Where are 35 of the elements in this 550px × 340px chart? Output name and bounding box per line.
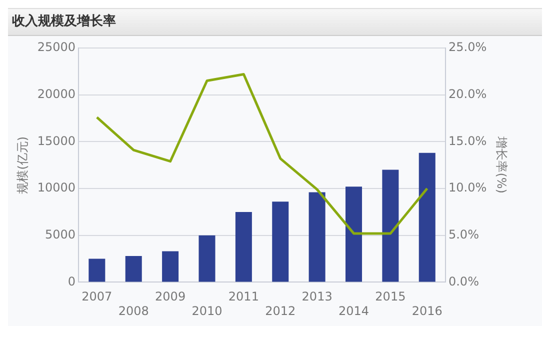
bar [198, 235, 216, 282]
x-tick-label: 2007 [82, 290, 112, 304]
bar [235, 212, 252, 282]
y2-tick-label: 5.0% [448, 227, 479, 242]
x-tick-label: 2015 [375, 290, 406, 304]
y-tick-label: 25000 [37, 40, 76, 54]
x-tick-label: 2009 [155, 290, 186, 304]
x-tick-label: 2010 [192, 304, 222, 318]
x-tick-label: 2013 [302, 290, 332, 304]
y-tick-label: 10000 [37, 180, 76, 195]
bar [162, 251, 179, 282]
x-tick-label: 2016 [412, 304, 442, 318]
y2-tick-label: 25.0% [448, 40, 487, 54]
x-tick-label: 2008 [118, 304, 149, 318]
bar [382, 170, 399, 282]
x-tick-label: 2014 [338, 304, 370, 318]
bar [346, 186, 362, 282]
chart-title: 收入规模及增长率 [8, 8, 542, 36]
y2-tick-label: 15.0% [448, 134, 487, 148]
bar [125, 256, 142, 282]
y-axis-title: 规模(亿元) [15, 136, 30, 194]
bar [418, 152, 436, 282]
y-tick-label: 15000 [37, 134, 76, 148]
y-tick-label: 0 [68, 274, 76, 288]
bar [308, 192, 326, 282]
y2-tick-label: 10.0% [448, 180, 487, 195]
y2-axis-title: 增长率(%) [494, 136, 509, 194]
y-tick-label: 20000 [37, 86, 76, 101]
x-tick-label: 2012 [265, 304, 296, 318]
y2-tick-label: 20.0% [448, 86, 487, 101]
x-tick-label: 2011 [228, 290, 259, 304]
bar [272, 202, 289, 282]
y-tick-label: 5000 [45, 227, 76, 242]
bar [88, 258, 106, 282]
y2-tick-label: 0.0% [448, 274, 479, 288]
